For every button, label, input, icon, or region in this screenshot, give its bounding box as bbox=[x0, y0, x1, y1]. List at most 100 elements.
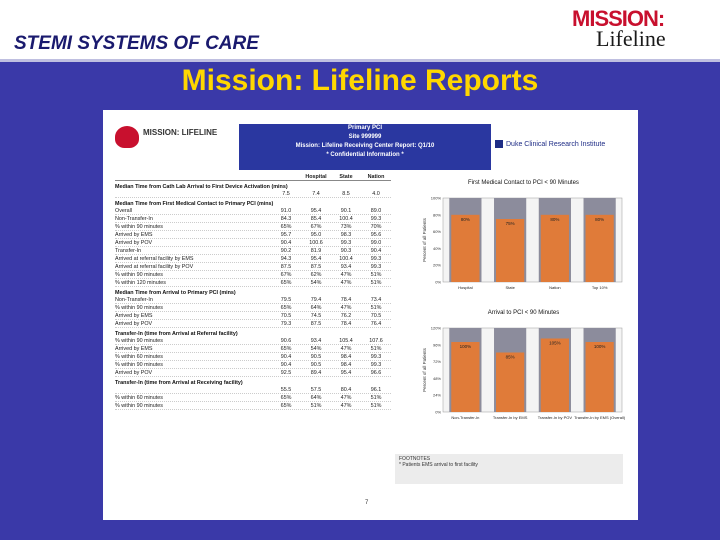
row-value: 80.4 bbox=[340, 386, 352, 393]
page-number: 7 bbox=[365, 500, 369, 506]
bar bbox=[496, 352, 525, 412]
row-value: 99.0 bbox=[370, 239, 382, 246]
row-value: 51% bbox=[370, 402, 382, 409]
table-row: 7.5 7.4 8.5 4.0 bbox=[115, 190, 391, 198]
row-label: Non-Transfer-In bbox=[115, 215, 153, 222]
row-value: 51% bbox=[370, 345, 382, 352]
table-row: Arrived at referral facility by POV 87.5 8… bbox=[115, 263, 391, 271]
row-value: 54% bbox=[310, 279, 322, 286]
row-value: 90.4 bbox=[280, 239, 292, 246]
table-row: % within 90 minutes 65% 64% 47% 51% bbox=[115, 304, 391, 312]
row-value: 4.0 bbox=[372, 190, 380, 197]
row-label: Arrived by POV bbox=[115, 239, 153, 246]
row-value: 100.4 bbox=[339, 215, 353, 222]
y-tick-label: 72% bbox=[433, 359, 441, 364]
row-label: Arrived by EMS bbox=[115, 345, 153, 352]
row-value: 99.3 bbox=[370, 263, 382, 270]
row-value: 78.4 bbox=[340, 296, 352, 303]
row-value: 98.3 bbox=[340, 231, 352, 238]
row-value: 95.4 bbox=[340, 369, 352, 376]
row-value: 90.5 bbox=[310, 361, 322, 368]
col-nation: Nation bbox=[367, 174, 385, 180]
footnote-text: * Patients EMS arrival to first facility bbox=[399, 462, 478, 468]
duke-icon bbox=[495, 140, 503, 148]
y-tick-label: 0% bbox=[435, 280, 441, 285]
row-value: 67% bbox=[280, 271, 292, 278]
row-value: 87.5 bbox=[280, 263, 292, 270]
heart-association-icon bbox=[115, 126, 139, 148]
row-value: 85.4 bbox=[310, 215, 322, 222]
report-image: MISSION: LIFELINE Primary PCI Site 99999… bbox=[103, 110, 638, 520]
row-value: 99.3 bbox=[370, 215, 382, 222]
row-value: 64% bbox=[310, 304, 322, 311]
tick-label: State bbox=[505, 285, 515, 290]
table-row: Non-Transfer-In 79.5 79.4 78.4 73.4 bbox=[115, 296, 391, 304]
logo-mission-text: MISSION: bbox=[572, 6, 665, 31]
table-row: Transfer-In 90.2 81.9 90.3 90.4 bbox=[115, 247, 391, 255]
table-row: % within 60 minutes 90.4 90.5 98.4 99.3 bbox=[115, 353, 391, 361]
table-row: Arrived by POV 90.4 100.6 99.3 99.0 bbox=[115, 239, 391, 247]
tick-label: Non-Transfer-In bbox=[451, 415, 479, 420]
y-axis-label: Percent of all Patients bbox=[422, 217, 427, 262]
row-value: 74.5 bbox=[310, 312, 322, 319]
row-label: Arrived at referral facility by POV bbox=[115, 263, 194, 270]
table-section-title: Median Time from First Medical Contact t… bbox=[115, 201, 274, 207]
chart-svg: 100% Non-Transfer-In 85% Transfer-In by EMS… bbox=[422, 326, 626, 421]
table-row: % within 90 minutes 90.6 93.4 105.4 107.6 bbox=[115, 337, 391, 345]
slide-header: STEMI SYSTEMS OF CARE MISSION: Lifeline bbox=[0, 0, 720, 62]
bar bbox=[540, 214, 569, 282]
row-value: 7.4 bbox=[312, 190, 320, 197]
tick-label: Transfer-In by EMS bbox=[493, 415, 528, 420]
row-label: Arrived at referral facility by EMS bbox=[115, 255, 194, 262]
row-value: 90.2 bbox=[280, 247, 292, 254]
data-label: 100% bbox=[594, 344, 606, 349]
row-label: % within 90 minutes bbox=[115, 361, 163, 368]
footnotes: FOOTNOTES * Patients EMS arrival to firs… bbox=[395, 454, 623, 484]
chart-arrival-to-pci: Arrival to PCI < 90 Minutes 100% Non-Tran… bbox=[421, 310, 626, 428]
row-value: 51% bbox=[370, 271, 382, 278]
row-value: 65% bbox=[280, 279, 292, 286]
row-label: % within 60 minutes bbox=[115, 394, 163, 401]
row-label: Overall bbox=[115, 207, 133, 214]
row-value: 96.1 bbox=[370, 386, 382, 393]
row-value: 73% bbox=[340, 223, 352, 230]
row-value: 79.3 bbox=[280, 320, 292, 327]
table-section-title: Median Time from Cath Lab Arrival to Fir… bbox=[115, 184, 288, 190]
y-tick-label: 48% bbox=[433, 376, 441, 381]
row-value: 81.9 bbox=[310, 247, 322, 254]
metrics-table: Hospital State Nation Median Time from C… bbox=[115, 174, 391, 410]
table-row: Overall 91.0 95.4 90.1 89.0 bbox=[115, 207, 391, 215]
row-label: Non-Transfer-In bbox=[115, 296, 153, 303]
row-value: 47% bbox=[340, 394, 352, 401]
row-value: 65% bbox=[280, 223, 292, 230]
row-value: 73.4 bbox=[370, 296, 382, 303]
slide-title: Mission: Lifeline Reports bbox=[181, 64, 539, 97]
row-value: 95.7 bbox=[280, 231, 292, 238]
col-state: State bbox=[339, 174, 353, 180]
row-value: 100.6 bbox=[309, 239, 323, 246]
row-value: 90.4 bbox=[280, 361, 292, 368]
row-value: 96.6 bbox=[370, 369, 382, 376]
row-value: 70% bbox=[370, 223, 382, 230]
y-tick-label: 80% bbox=[433, 212, 441, 217]
row-value: 67% bbox=[310, 223, 322, 230]
tick-label: Transfer-In by POV bbox=[538, 415, 573, 420]
row-value: 55.5 bbox=[280, 386, 292, 393]
header-rule bbox=[0, 59, 720, 62]
y-tick-label: 100% bbox=[431, 196, 442, 201]
table-row: % within 90 minutes 67% 62% 47% 51% bbox=[115, 271, 391, 279]
row-value: 90.3 bbox=[340, 247, 352, 254]
row-value: 90.5 bbox=[310, 353, 322, 360]
report-header-line: Mission: Lifeline Receiving Center Repor… bbox=[295, 143, 435, 149]
row-value: 76.2 bbox=[340, 312, 352, 319]
row-value: 57.5 bbox=[310, 386, 322, 393]
row-value: 105.4 bbox=[339, 337, 353, 344]
bar bbox=[451, 342, 480, 412]
row-value: 76.4 bbox=[370, 320, 382, 327]
row-value: 99.3 bbox=[340, 239, 352, 246]
row-value: 93.4 bbox=[310, 337, 322, 344]
row-value: 89.4 bbox=[310, 369, 322, 376]
chart-title: Arrival to PCI < 90 Minutes bbox=[487, 310, 560, 316]
row-label: % within 90 minutes bbox=[115, 304, 163, 311]
row-value: 90.4 bbox=[280, 353, 292, 360]
